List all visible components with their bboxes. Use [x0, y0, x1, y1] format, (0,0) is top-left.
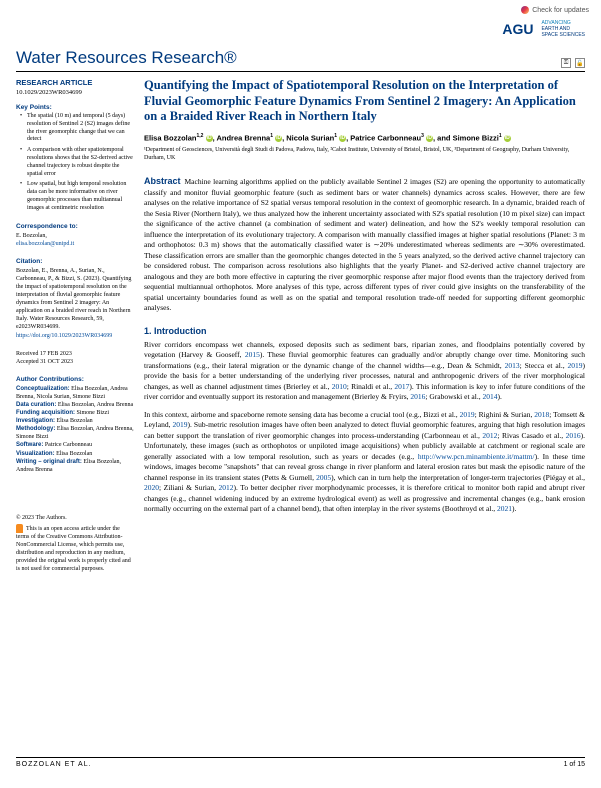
keypoint: A comparison with other spatiotemporal r…: [22, 147, 134, 178]
accepted-date: Accepted 31 OCT 2023: [16, 358, 134, 366]
citation-text: Bozzolan, E., Brenna, A., Surian, N., Ca…: [16, 267, 134, 340]
agu-logo: AGU: [502, 21, 533, 37]
oa-statement: This is an open access article under the…: [16, 524, 134, 573]
keypoints-list: The spatial (10 m) and temporal (5 days)…: [16, 113, 134, 213]
footer-authors: BOZZOLAN ET AL.: [16, 761, 92, 768]
affiliations: ¹Department of Geosciences, Università d…: [144, 147, 585, 163]
body-paragraph: In this context, airborne and spaceborne…: [144, 410, 585, 515]
publisher-header: AGU ADVANCING EARTH AND SPACE SCIENCES: [502, 20, 585, 38]
abstract: AbstractMachine learning algorithms appl…: [144, 175, 585, 314]
orcid-icon: iD: [504, 135, 511, 142]
orcid-icon: iD: [339, 135, 346, 142]
contribution-row: Software: Patrice Carbonneau: [16, 441, 134, 449]
main-content: Quantifying the Impact of Spatiotemporal…: [144, 78, 585, 583]
sidebar: RESEARCH ARTICLE 10.1029/2023WR034699 Ke…: [16, 78, 134, 583]
correspondence-name: E. Bozzolan,: [16, 232, 134, 240]
orcid-icon: iD: [206, 135, 213, 142]
journal-bar: Water Resources Research® ⚿ 🔓: [16, 48, 585, 72]
contribution-row: Writing – original draft: Elisa Bozzolan…: [16, 458, 134, 474]
orcid-icon: iD: [275, 135, 282, 142]
body-paragraph: River corridors encompass wet channels, …: [144, 340, 585, 403]
keypoint: Low spatial, but high temporal resolutio…: [22, 181, 134, 212]
contribution-row: Methodology: Elisa Bozzolan, Andrea Bren…: [16, 425, 134, 441]
contribution-row: Data curation: Elisa Bozzolan, Andrea Br…: [16, 401, 134, 409]
copyright: © 2023 The Authors.: [16, 514, 134, 522]
received-date: Received 17 FEB 2023: [16, 350, 134, 358]
check-updates-text: Check for updates: [532, 7, 589, 14]
doi: 10.1029/2023WR034699: [16, 89, 134, 96]
oa-lock-icon: 🔓: [575, 58, 585, 68]
journal-icons: ⚿ 🔓: [561, 58, 585, 68]
author-line: Elisa Bozzolan1,2 iD, Andrea Brenna1 iD,…: [144, 133, 585, 143]
contributions-heading: Author Contributions:: [16, 376, 134, 383]
footer-page-number: 1 of 15: [564, 761, 585, 768]
article-type: RESEARCH ARTICLE: [16, 78, 134, 87]
contribution-row: Funding acquisition: Simone Bizzi: [16, 409, 134, 417]
agu-tagline: ADVANCING EARTH AND SPACE SCIENCES: [541, 20, 585, 38]
correspondence-heading: Correspondence to:: [16, 223, 134, 230]
key-icon: ⚿: [561, 58, 571, 68]
keypoints-heading: Key Points:: [16, 104, 134, 111]
article-title: Quantifying the Impact of Spatiotemporal…: [144, 78, 585, 125]
crossmark-icon: [521, 6, 529, 14]
oa-badge-icon: [16, 524, 23, 533]
page-footer: BOZZOLAN ET AL. 1 of 15: [16, 757, 585, 768]
citation-doi-link[interactable]: https://doi.org/10.1029/2023WR034699: [16, 333, 112, 339]
contribution-row: Visualization: Elisa Bozzolan: [16, 450, 134, 458]
keypoint: The spatial (10 m) and temporal (5 days)…: [22, 113, 134, 144]
citation-heading: Citation:: [16, 258, 134, 265]
contribution-row: Investigation: Elisa Bozzolan: [16, 417, 134, 425]
contribution-row: Conceptualization: Elisa Bozzolan, Andre…: [16, 385, 134, 401]
check-updates-badge[interactable]: Check for updates: [521, 6, 589, 14]
journal-title: Water Resources Research®: [16, 48, 237, 68]
correspondence-email[interactable]: elisa.bozzolan@unipd.it: [16, 241, 74, 247]
section-heading: 1. Introduction: [144, 326, 585, 336]
orcid-icon: iD: [426, 135, 433, 142]
abstract-heading: Abstract: [144, 176, 181, 186]
